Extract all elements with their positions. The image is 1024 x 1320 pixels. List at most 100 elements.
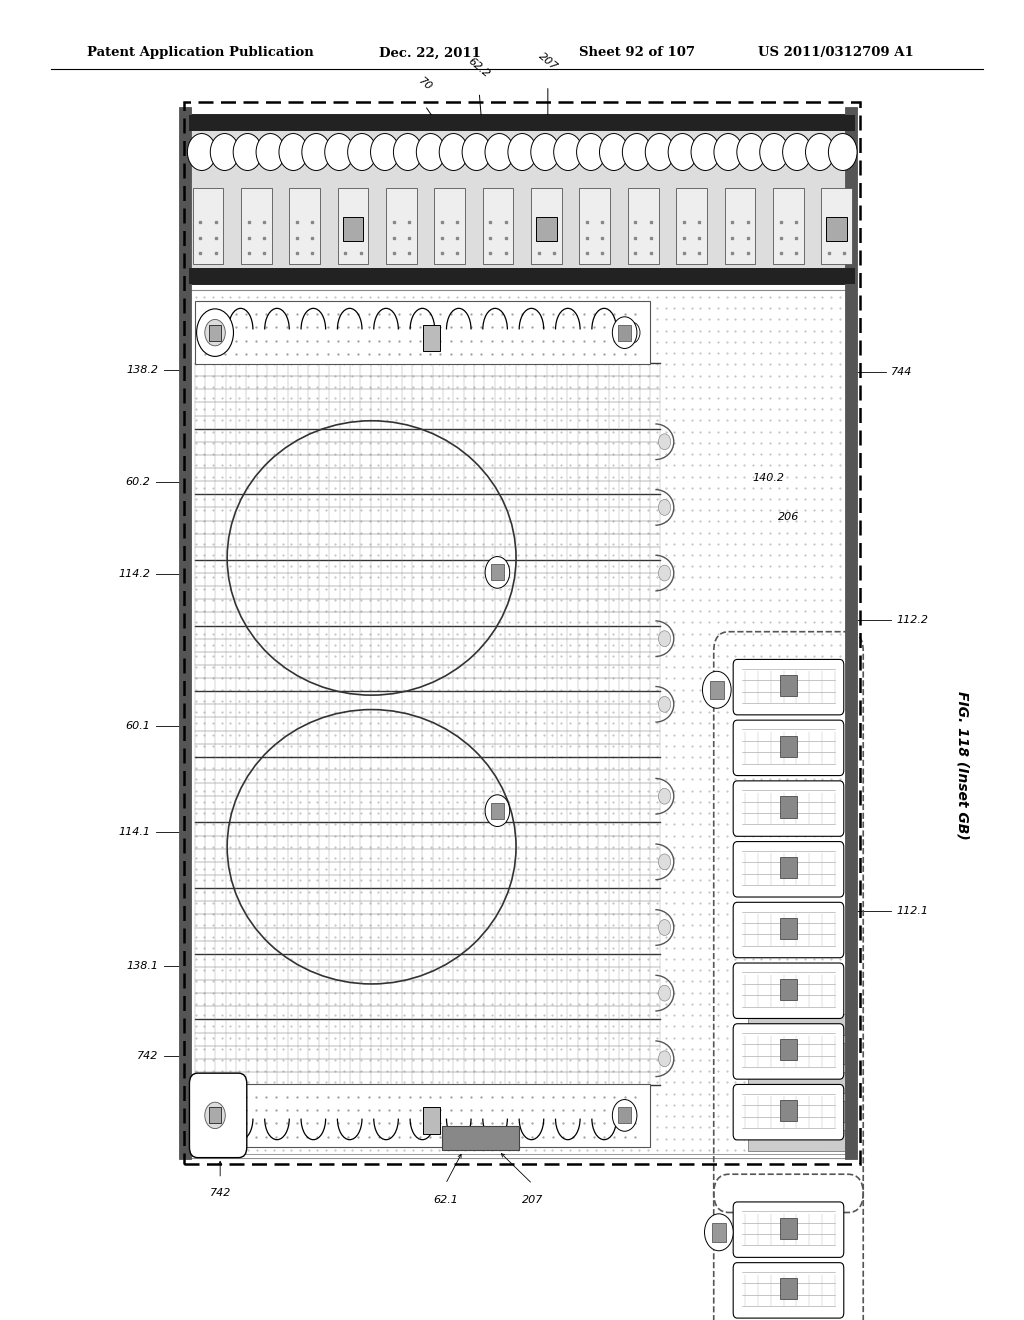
- Circle shape: [197, 309, 233, 356]
- Bar: [189, 268, 855, 284]
- Text: Dec. 22, 2011: Dec. 22, 2011: [379, 46, 480, 59]
- Circle shape: [393, 133, 422, 170]
- Bar: [434, 187, 465, 264]
- Bar: [676, 187, 707, 264]
- Bar: [780, 735, 797, 756]
- Text: 114.1: 114.1: [119, 826, 151, 837]
- FancyBboxPatch shape: [733, 842, 844, 898]
- Bar: [492, 565, 504, 581]
- Bar: [780, 917, 797, 939]
- Bar: [209, 325, 221, 341]
- Circle shape: [302, 133, 331, 170]
- Text: 206: 206: [778, 512, 800, 523]
- FancyBboxPatch shape: [733, 660, 844, 715]
- Bar: [780, 796, 797, 817]
- Bar: [618, 325, 631, 341]
- Circle shape: [658, 1051, 671, 1067]
- Circle shape: [658, 631, 671, 647]
- Circle shape: [669, 133, 697, 170]
- Bar: [189, 290, 855, 1158]
- Circle shape: [623, 133, 651, 170]
- Circle shape: [554, 133, 583, 170]
- Bar: [423, 325, 439, 351]
- Bar: [725, 187, 756, 264]
- FancyBboxPatch shape: [189, 1073, 247, 1158]
- Bar: [179, 107, 191, 1159]
- FancyBboxPatch shape: [733, 1085, 844, 1140]
- Circle shape: [658, 854, 671, 870]
- Circle shape: [806, 133, 835, 170]
- Circle shape: [348, 133, 377, 170]
- Text: 114.2: 114.2: [119, 569, 151, 579]
- Circle shape: [577, 133, 605, 170]
- FancyBboxPatch shape: [733, 1024, 844, 1080]
- Text: 207: 207: [522, 1195, 543, 1205]
- Circle shape: [624, 322, 640, 343]
- Circle shape: [530, 133, 559, 170]
- Bar: [780, 857, 797, 878]
- Bar: [780, 1217, 797, 1238]
- Text: 62.1: 62.1: [433, 1195, 458, 1205]
- Bar: [748, 1130, 845, 1151]
- Circle shape: [256, 133, 285, 170]
- Circle shape: [485, 795, 510, 826]
- Circle shape: [508, 133, 537, 170]
- Bar: [209, 1107, 221, 1123]
- Circle shape: [658, 565, 671, 581]
- Circle shape: [658, 697, 671, 713]
- Text: 62.2: 62.2: [467, 55, 492, 79]
- FancyBboxPatch shape: [733, 1263, 844, 1319]
- Bar: [482, 187, 513, 264]
- Bar: [628, 187, 658, 264]
- Circle shape: [658, 788, 671, 804]
- Text: 70: 70: [417, 75, 433, 92]
- Circle shape: [612, 317, 637, 348]
- Circle shape: [705, 1214, 733, 1251]
- FancyBboxPatch shape: [733, 1203, 844, 1258]
- Circle shape: [828, 133, 857, 170]
- Circle shape: [760, 133, 788, 170]
- Bar: [780, 1039, 797, 1060]
- Circle shape: [658, 985, 671, 1001]
- Text: Patent Application Publication: Patent Application Publication: [87, 46, 313, 59]
- Circle shape: [371, 133, 399, 170]
- Bar: [386, 187, 417, 264]
- Text: 138.1: 138.1: [127, 961, 159, 972]
- Bar: [289, 187, 319, 264]
- Bar: [189, 115, 855, 131]
- Bar: [618, 1107, 631, 1123]
- Text: US 2011/0312709 A1: US 2011/0312709 A1: [758, 46, 913, 59]
- Bar: [748, 1072, 845, 1093]
- Bar: [712, 1224, 726, 1242]
- Bar: [492, 803, 504, 818]
- Bar: [826, 218, 847, 242]
- Circle shape: [325, 133, 353, 170]
- FancyBboxPatch shape: [733, 721, 844, 776]
- Text: 207: 207: [537, 51, 559, 73]
- Bar: [338, 187, 369, 264]
- Circle shape: [197, 1092, 233, 1139]
- Text: 140.1: 140.1: [744, 763, 776, 774]
- Circle shape: [439, 133, 468, 170]
- Text: 60.1: 60.1: [126, 721, 151, 731]
- Bar: [442, 1126, 519, 1150]
- Text: Sheet 92 of 107: Sheet 92 of 107: [579, 46, 694, 59]
- Bar: [845, 107, 857, 1159]
- Circle shape: [714, 133, 742, 170]
- Circle shape: [279, 133, 307, 170]
- Circle shape: [485, 557, 510, 589]
- Circle shape: [645, 133, 674, 170]
- Bar: [748, 1043, 845, 1064]
- FancyBboxPatch shape: [733, 964, 844, 1019]
- Text: 138.2: 138.2: [127, 364, 159, 375]
- Circle shape: [205, 319, 225, 346]
- Bar: [184, 102, 860, 1164]
- Circle shape: [205, 1102, 225, 1129]
- Text: 140.2: 140.2: [753, 473, 784, 483]
- Bar: [241, 187, 271, 264]
- FancyBboxPatch shape: [733, 781, 844, 837]
- Circle shape: [210, 133, 239, 170]
- Circle shape: [485, 133, 514, 170]
- Circle shape: [782, 133, 811, 170]
- FancyBboxPatch shape: [733, 903, 844, 958]
